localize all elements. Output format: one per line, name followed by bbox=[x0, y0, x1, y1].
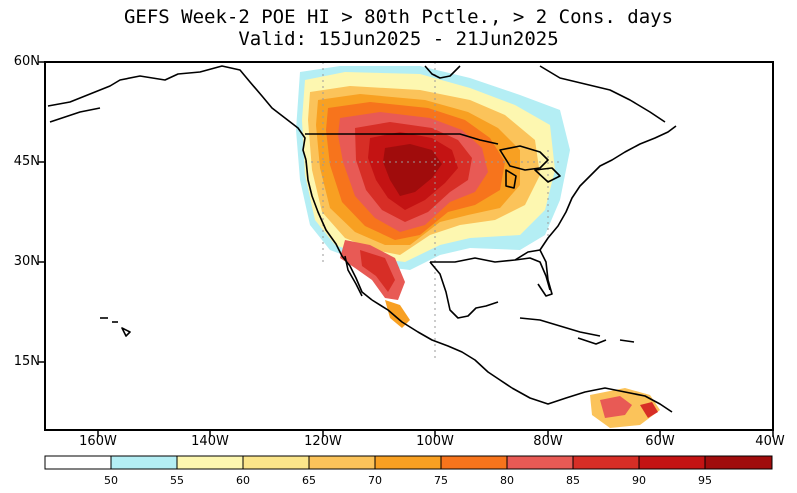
colorbar-label-80: 80 bbox=[500, 474, 514, 487]
colorbar-label-75: 75 bbox=[434, 474, 448, 487]
colorbar-label-50: 50 bbox=[104, 474, 118, 487]
colorbar-swatch-9 bbox=[638, 455, 706, 470]
colorbar-swatch-2 bbox=[176, 455, 244, 470]
lat-label-45n: 45N bbox=[13, 154, 40, 169]
lon-label-80w: 80W bbox=[533, 434, 563, 449]
colorbar-swatch-6 bbox=[440, 455, 508, 470]
valid-date-subtitle: Valid: 15Jun2025 - 21Jun2025 bbox=[238, 28, 559, 50]
colorbar-label-85: 85 bbox=[566, 474, 580, 487]
lon-label-100w: 100W bbox=[416, 434, 454, 449]
colorbar-swatch-0 bbox=[44, 455, 112, 470]
colorbar-label-55: 55 bbox=[170, 474, 184, 487]
colorbar-label-90: 90 bbox=[632, 474, 646, 487]
graticule bbox=[305, 62, 560, 360]
lon-label-120w: 120W bbox=[304, 434, 342, 449]
coastlines bbox=[47, 65, 677, 413]
colorbar-swatch-7 bbox=[506, 455, 574, 470]
colorbar-swatch-10 bbox=[704, 455, 773, 470]
lon-label-160w: 160W bbox=[79, 434, 117, 449]
colorbar-label-95: 95 bbox=[698, 474, 712, 487]
colorbar-swatch-4 bbox=[308, 455, 376, 470]
lon-label-40w: 40W bbox=[755, 434, 785, 449]
lat-label-15n: 15N bbox=[13, 354, 40, 369]
probability-shading bbox=[296, 66, 660, 428]
lon-label-140w: 140W bbox=[191, 434, 229, 449]
lat-label-60n: 60N bbox=[13, 54, 40, 69]
colorbar-label-65: 65 bbox=[302, 474, 316, 487]
colorbar bbox=[44, 455, 773, 470]
axis-ticks bbox=[38, 61, 774, 437]
map-frame bbox=[44, 61, 774, 431]
colorbar-label-60: 60 bbox=[236, 474, 250, 487]
lat-label-30n: 30N bbox=[13, 254, 40, 269]
colorbar-swatch-1 bbox=[110, 455, 178, 470]
lon-label-60w: 60W bbox=[645, 434, 675, 449]
colorbar-swatch-3 bbox=[242, 455, 310, 470]
colorbar-swatch-5 bbox=[374, 455, 442, 470]
colorbar-label-70: 70 bbox=[368, 474, 382, 487]
colorbar-swatch-8 bbox=[572, 455, 640, 470]
map-title: GEFS Week-2 POE HI > 80th Pctle., > 2 Co… bbox=[123, 6, 674, 28]
